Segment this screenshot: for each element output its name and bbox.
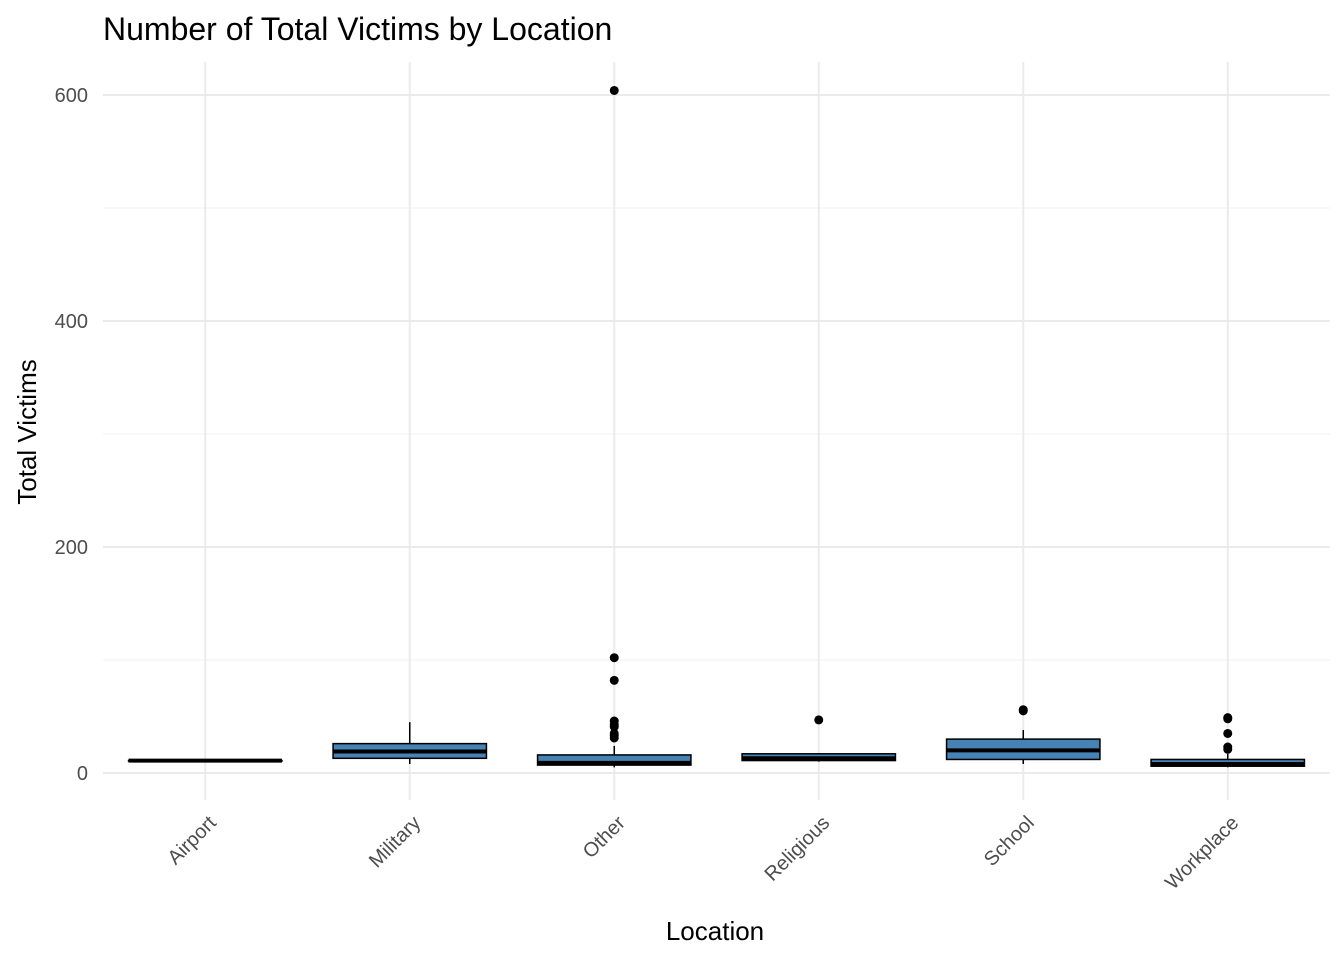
x-axis-title: Location — [666, 916, 764, 946]
box-other — [536, 85, 692, 768]
y-axis-title: Total Victims — [12, 359, 42, 504]
x-tick-label: Military — [365, 812, 425, 872]
box-military — [332, 722, 488, 764]
x-tick-label: Other — [579, 812, 630, 863]
x-axis-ticks: Airport Military Other Religious School Workp… — [164, 812, 1244, 894]
x-tick-label: Airport — [164, 812, 222, 870]
outlier-point — [1018, 706, 1028, 716]
y-tick-label: 200 — [55, 537, 88, 559]
y-tick-label: 400 — [55, 311, 88, 333]
chart-title: Number of Total Victims by Location — [103, 11, 612, 47]
outlier-point — [609, 653, 619, 663]
outlier-point — [609, 733, 619, 743]
boxes — [127, 85, 1306, 768]
x-tick-label: Religious — [761, 812, 835, 886]
box-religious — [741, 715, 897, 762]
outlier-point — [814, 715, 824, 725]
y-axis-ticks: 0 200 400 600 — [55, 85, 88, 785]
outlier-point — [1223, 728, 1233, 738]
outlier-point — [1223, 714, 1233, 724]
box-workplace — [1150, 713, 1306, 768]
x-tick-label: School — [980, 812, 1039, 871]
grid — [103, 62, 1330, 800]
x-tick-label: Workplace — [1161, 812, 1243, 894]
y-tick-label: 0 — [77, 763, 88, 785]
y-tick-label: 600 — [55, 85, 88, 107]
box-body — [536, 754, 692, 766]
outlier-point — [609, 675, 619, 685]
outlier-point — [1223, 744, 1233, 754]
outlier-point — [609, 85, 619, 95]
box-school — [945, 705, 1101, 764]
outlier-point — [609, 722, 619, 732]
box-airport — [127, 758, 283, 763]
